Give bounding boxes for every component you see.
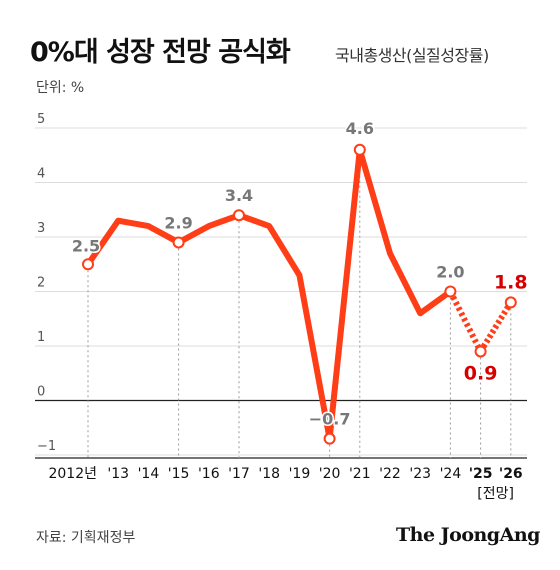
publisher-logo: The JoongAng	[396, 524, 540, 546]
x-tick-label: '18	[258, 466, 280, 482]
source-note: 자료: 기획재정부	[36, 530, 136, 546]
data-point-marker	[233, 209, 245, 222]
series-line-forecast	[478, 300, 514, 354]
x-tick-label: '25	[469, 466, 493, 482]
y-tick-label: −1	[37, 439, 56, 454]
data-label: 2.0	[436, 263, 464, 282]
y-tick-label: 0	[37, 385, 45, 400]
forecast-note: [전망]	[477, 486, 514, 502]
x-tick-label: '14	[138, 466, 160, 482]
y-tick-label: 2	[37, 276, 45, 291]
x-tick-label: '24	[440, 466, 462, 482]
x-tick-label: '19	[289, 466, 311, 482]
x-tick-label: '13	[107, 466, 129, 482]
x-tick-label: '20	[319, 466, 341, 482]
y-tick-label: 1	[37, 330, 45, 345]
data-point-marker	[172, 236, 185, 249]
data-point-marker	[353, 143, 366, 156]
data-point-marker	[474, 345, 487, 358]
series-line-forecast-first	[447, 290, 484, 353]
series-line-actual	[85, 146, 454, 442]
y-tick-label: 3	[37, 221, 45, 236]
data-point-marker	[504, 296, 517, 309]
data-point-marker	[323, 432, 336, 445]
data-label: 3.4	[225, 186, 253, 205]
x-tick-label: '15	[168, 466, 190, 482]
data-label: 2.5	[72, 236, 100, 255]
chart-title: 0%대 성장 전망 공식화	[30, 37, 291, 68]
unit-label: 단위: %	[36, 80, 85, 96]
data-label: 4.6	[346, 119, 374, 138]
data-label: 0.9	[464, 362, 498, 384]
data-label: −0.7	[309, 410, 351, 429]
x-tick-label: '26	[499, 466, 523, 482]
data-point-marker	[444, 285, 457, 298]
y-tick-label: 5	[37, 112, 45, 127]
data-label: 2.9	[164, 213, 192, 232]
x-tick-label: '22	[379, 466, 401, 482]
x-tick-label: '23	[409, 466, 431, 482]
data-label: 1.8	[494, 271, 528, 293]
x-tick-label: '17	[228, 466, 250, 482]
x-tick-label: '16	[198, 466, 220, 482]
data-point-marker	[82, 258, 94, 271]
y-tick-label: 4	[37, 167, 45, 182]
chart-subtitle: 국내총생산(실질성장률)	[335, 46, 489, 65]
x-tick-label: 2012년	[48, 466, 97, 482]
x-tick-label: '21	[349, 466, 371, 482]
growth-line-chart: 5 4 3 2 1 0 −1 2012년 '13 '14 '15 '16 '17 '18 '19 '20 '21…	[35, 112, 529, 502]
